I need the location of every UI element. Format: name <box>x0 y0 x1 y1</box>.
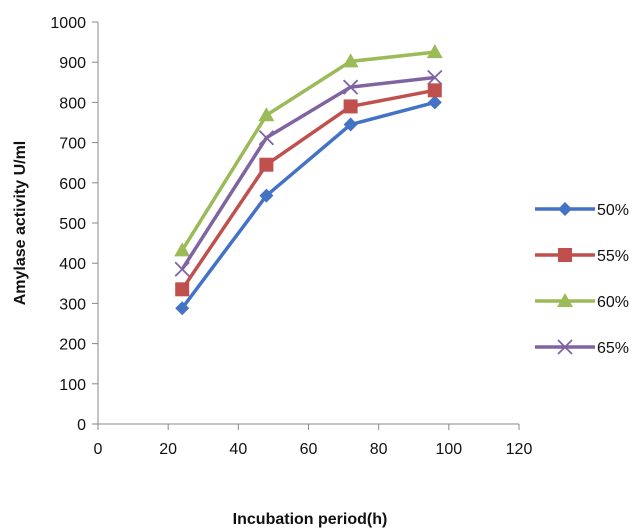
data-point <box>174 261 190 277</box>
y-tick-label: 800 <box>59 95 86 112</box>
x-tick-label: 40 <box>229 441 247 458</box>
series-group <box>174 44 443 316</box>
series-1 <box>175 95 442 316</box>
data-point <box>259 157 274 172</box>
y-axis-ticks: 0 100 200 300 400 500 600 700 800 900 1000 <box>50 15 98 434</box>
x-tick-label: 120 <box>506 441 533 458</box>
legend-marker <box>557 293 573 307</box>
data-point <box>427 69 443 86</box>
data-point <box>258 107 275 122</box>
y-tick-label: 400 <box>59 256 86 273</box>
legend-label: 65% <box>597 340 629 357</box>
data-point <box>175 301 190 316</box>
legend-item: 60% <box>535 293 629 311</box>
series-line <box>180 88 436 291</box>
x-tick-label: 100 <box>435 441 462 458</box>
y-tick-label: 100 <box>59 377 86 394</box>
data-point <box>343 117 358 132</box>
axes <box>97 22 519 425</box>
y-tick-label: 0 <box>77 417 86 434</box>
x-tick-label: 60 <box>300 441 318 458</box>
data-point <box>174 242 191 257</box>
legend-item: 55% <box>535 248 629 265</box>
y-tick-label: 1000 <box>50 15 86 32</box>
series-line <box>180 100 436 310</box>
y-tick-label: 300 <box>59 296 86 313</box>
x-axis-title: Incubation period(h) <box>233 511 388 528</box>
x-tick-label: 80 <box>370 441 388 458</box>
series-line <box>180 75 435 271</box>
series-2 <box>175 83 442 297</box>
data-point <box>343 99 358 114</box>
data-point <box>427 95 442 110</box>
legend-label: 50% <box>597 202 629 219</box>
y-tick-label: 200 <box>59 337 86 354</box>
legend-marker <box>558 248 572 262</box>
y-tick-label: 900 <box>59 55 86 72</box>
data-point <box>426 44 443 59</box>
legend-marker <box>557 339 573 355</box>
y-axis-title: Amylase activity U/ml <box>12 141 29 306</box>
series-line <box>180 50 435 252</box>
data-point <box>259 188 274 203</box>
series-4 <box>174 69 443 277</box>
legend-label: 60% <box>597 294 629 311</box>
legend-label: 55% <box>597 248 629 265</box>
data-point <box>342 79 359 95</box>
data-point <box>258 130 275 146</box>
x-tick-label: 0 <box>94 441 103 458</box>
legend-item: 50% <box>535 202 629 219</box>
x-tick-label: 20 <box>159 441 177 458</box>
data-point <box>427 83 442 98</box>
legend-item: 65% <box>535 339 629 357</box>
series-3 <box>174 44 443 257</box>
x-axis-ticks: 0 20 40 60 80 100 120 <box>94 424 533 458</box>
data-point <box>342 53 359 68</box>
y-tick-label: 600 <box>59 176 86 193</box>
y-tick-label: 500 <box>59 216 86 233</box>
y-tick-label: 700 <box>59 136 86 153</box>
legend: 50% 55% 60% 65% <box>535 202 629 357</box>
legend-marker <box>558 202 572 216</box>
data-point <box>175 282 190 297</box>
